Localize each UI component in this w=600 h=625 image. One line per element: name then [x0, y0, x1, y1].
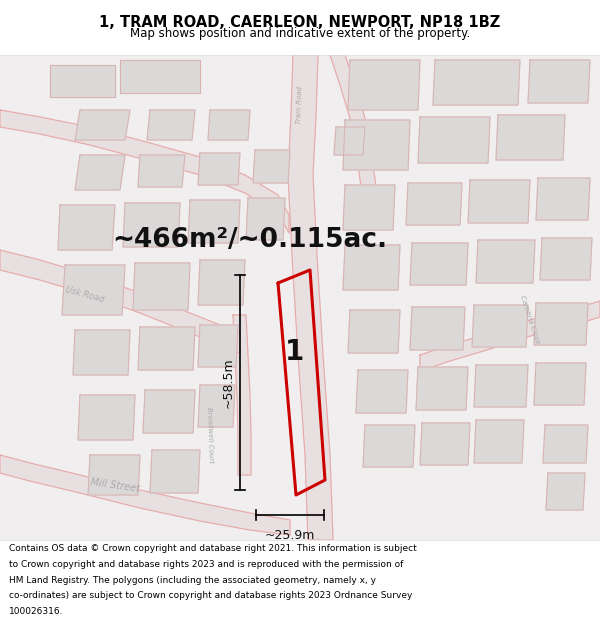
Polygon shape	[433, 60, 520, 105]
Text: HM Land Registry. The polygons (including the associated geometry, namely x, y: HM Land Registry. The polygons (includin…	[9, 576, 376, 585]
Polygon shape	[198, 385, 235, 427]
Polygon shape	[534, 363, 586, 405]
Polygon shape	[472, 305, 528, 347]
Polygon shape	[363, 425, 415, 467]
Polygon shape	[418, 117, 490, 163]
Polygon shape	[406, 183, 462, 225]
Polygon shape	[536, 178, 590, 220]
Polygon shape	[198, 325, 238, 367]
Polygon shape	[348, 310, 400, 353]
Polygon shape	[288, 55, 333, 540]
Text: Broadwell Court: Broadwell Court	[206, 407, 214, 463]
Polygon shape	[474, 420, 524, 463]
Polygon shape	[496, 115, 565, 160]
Text: Contains OS data © Crown copyright and database right 2021. This information is : Contains OS data © Crown copyright and d…	[9, 544, 417, 553]
Text: Map shows position and indicative extent of the property.: Map shows position and indicative extent…	[130, 27, 470, 39]
Polygon shape	[356, 370, 408, 413]
Polygon shape	[198, 260, 245, 305]
Polygon shape	[334, 127, 365, 155]
Polygon shape	[348, 60, 420, 110]
Polygon shape	[78, 395, 135, 440]
Polygon shape	[343, 245, 400, 290]
Polygon shape	[330, 55, 380, 215]
Polygon shape	[143, 390, 195, 433]
Polygon shape	[343, 120, 410, 170]
Text: co-ordinates) are subject to Crown copyright and database rights 2023 Ordnance S: co-ordinates) are subject to Crown copyr…	[9, 591, 412, 601]
Polygon shape	[543, 425, 588, 463]
Polygon shape	[0, 250, 240, 353]
Polygon shape	[420, 423, 470, 465]
Polygon shape	[88, 455, 140, 495]
Text: 100026316.: 100026316.	[9, 607, 64, 616]
Text: ~25.9m: ~25.9m	[265, 529, 315, 542]
Polygon shape	[58, 205, 115, 250]
Text: ~466m²/~0.115ac.: ~466m²/~0.115ac.	[112, 227, 388, 253]
Polygon shape	[120, 60, 200, 93]
Polygon shape	[198, 153, 240, 185]
Text: 1, TRAM ROAD, CAERLEON, NEWPORT, NP18 1BZ: 1, TRAM ROAD, CAERLEON, NEWPORT, NP18 1B…	[100, 16, 500, 31]
Polygon shape	[50, 65, 115, 97]
Polygon shape	[73, 330, 130, 375]
Polygon shape	[0, 110, 289, 233]
Polygon shape	[208, 110, 250, 140]
Text: 1: 1	[284, 338, 304, 366]
Polygon shape	[410, 243, 468, 285]
Polygon shape	[138, 327, 195, 370]
Polygon shape	[62, 265, 125, 315]
Polygon shape	[75, 155, 125, 190]
Text: Tram Road: Tram Road	[296, 86, 304, 124]
Polygon shape	[416, 367, 468, 410]
Polygon shape	[476, 240, 535, 283]
Polygon shape	[75, 110, 130, 140]
Polygon shape	[410, 307, 465, 350]
Polygon shape	[147, 110, 195, 140]
Text: to Crown copyright and database rights 2023 and is reproduced with the permissio: to Crown copyright and database rights 2…	[9, 560, 403, 569]
Polygon shape	[123, 203, 180, 247]
Polygon shape	[540, 238, 592, 280]
Polygon shape	[0, 455, 290, 535]
Polygon shape	[474, 365, 528, 407]
Polygon shape	[546, 473, 585, 510]
Polygon shape	[343, 185, 395, 230]
Polygon shape	[420, 301, 600, 371]
Polygon shape	[138, 155, 185, 187]
Polygon shape	[253, 150, 290, 183]
Text: Usk Road: Usk Road	[65, 286, 105, 304]
Polygon shape	[528, 60, 590, 103]
Polygon shape	[0, 55, 600, 540]
Polygon shape	[246, 198, 285, 240]
Polygon shape	[133, 263, 190, 310]
Polygon shape	[534, 303, 588, 345]
Polygon shape	[468, 180, 530, 223]
Polygon shape	[188, 200, 240, 243]
Polygon shape	[233, 315, 251, 475]
Polygon shape	[150, 450, 200, 493]
Text: Mill Street: Mill Street	[89, 477, 140, 493]
Text: ~58.5m: ~58.5m	[221, 357, 235, 408]
Text: Cambria Close: Cambria Close	[519, 295, 541, 345]
